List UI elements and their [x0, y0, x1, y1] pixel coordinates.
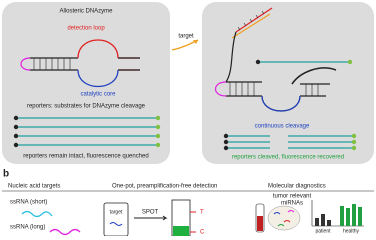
cloud-label: tumor relevant	[273, 194, 312, 200]
strip-label: T	[200, 210, 204, 216]
group-label: patient	[315, 228, 331, 234]
quencher	[255, 59, 261, 65]
tube-rna	[109, 222, 123, 226]
dnazyme	[20, 39, 140, 88]
bars	[315, 214, 331, 226]
state-label: reporters remain intact, fluorescence qu…	[23, 154, 148, 160]
spot-arrow	[134, 215, 168, 221]
group-label: healthy	[343, 228, 360, 234]
right-box	[202, 2, 374, 164]
right-state-label: reporters cleaved, fluorescence recovere…	[232, 155, 344, 161]
strip-label: C	[200, 230, 205, 236]
reporters	[13, 115, 161, 148]
active-dnazyme	[214, 7, 350, 112]
cloud	[267, 205, 301, 231]
arrow-head	[193, 40, 198, 44]
diagnostics-header: Molecular diagnostics	[268, 184, 326, 190]
tube	[103, 202, 129, 236]
cleavage-label: continuous cleavage	[255, 124, 310, 130]
target-item: ssRNA (long)	[10, 225, 45, 231]
strip-liquid	[173, 226, 189, 236]
panel-label: b	[3, 169, 9, 180]
long-rna	[49, 228, 81, 236]
loop-label: detection loop	[67, 26, 105, 32]
detection-header: One-pot, preamplification-free detection	[112, 184, 217, 190]
fluorophore	[347, 59, 353, 65]
mirnas	[273, 210, 295, 227]
reporters-label: reporters: substrates for DNAzyme cleava…	[27, 104, 146, 110]
cleaved-reporters	[223, 133, 357, 151]
title: Allosteric DNAzyme	[59, 9, 113, 15]
target-arrow	[171, 39, 199, 51]
bars	[340, 204, 362, 226]
cloud-label: miRNAs	[281, 201, 303, 207]
blood	[257, 216, 263, 231]
arrow-label: target	[178, 34, 194, 40]
target-item: ssRNA (short)	[10, 200, 47, 206]
targets-header: Nucleic acid targets	[8, 184, 60, 190]
spot-label: SPOT	[142, 210, 159, 216]
core-label: catalytic core	[80, 92, 116, 98]
short-rna	[21, 210, 53, 218]
tube-label: target	[110, 209, 123, 215]
